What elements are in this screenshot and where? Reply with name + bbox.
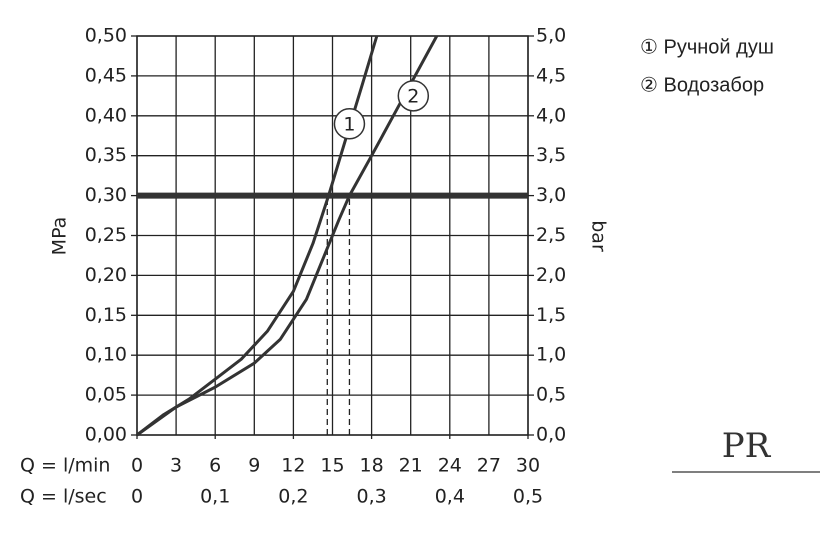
y2-tick-label: 2,0 [536, 264, 566, 286]
y-tick-label: 0,50 [85, 25, 127, 47]
y2-tick-label: 4,5 [536, 64, 566, 86]
x2-tick-label: 0,4 [435, 486, 465, 508]
x-tick-label: 6 [209, 455, 221, 477]
annotation: 1 [343, 113, 355, 135]
y-tick-label: 0,45 [85, 64, 127, 86]
x-tick-label: 15 [320, 455, 344, 477]
x2-tick-label: 0,1 [200, 486, 230, 508]
y-tick-label: 0,05 [85, 384, 127, 406]
x-axis-label: Q = l/min [20, 455, 110, 477]
x-tick-label: 21 [399, 455, 423, 477]
y2-tick-label: 1,0 [536, 344, 566, 366]
y-tick-label: 0,30 [85, 184, 127, 206]
logo: PR [722, 426, 772, 466]
y-tick-label: 0,20 [85, 264, 127, 286]
y2-tick-label: 3,0 [536, 184, 566, 206]
y-tick-label: 0,25 [85, 224, 127, 246]
y-tick-label: 0,00 [85, 424, 127, 446]
plot-frame [136, 35, 529, 436]
y-tick-label: 0,10 [85, 344, 127, 366]
legend-entry: ① Ручной душ [640, 36, 774, 58]
y2-tick-label: 3,5 [536, 144, 566, 166]
y-tick-label: 0,40 [85, 104, 127, 126]
y2-tick-label: 5,0 [536, 25, 566, 47]
y2-tick-label: 2,5 [536, 224, 566, 246]
annotation: 2 [407, 85, 419, 107]
series-line [136, 35, 439, 437]
legend-entry: ② Водозабор [640, 74, 764, 96]
x-tick-label: 18 [360, 455, 384, 477]
x-tick-label: 30 [516, 455, 540, 477]
x-tick-label: 3 [170, 455, 182, 477]
x2-tick-label: 0,2 [278, 486, 308, 508]
x2-tick-label: 0 [131, 486, 143, 508]
y2-axis-label: bar [588, 220, 610, 252]
x2-tick-label: 0,5 [513, 486, 543, 508]
x-tick-label: 12 [281, 455, 305, 477]
y2-tick-label: 0,5 [536, 384, 566, 406]
y-tick-label: 0,15 [85, 304, 127, 326]
y2-tick-label: 1,5 [536, 304, 566, 326]
x-tick-label: 0 [131, 455, 143, 477]
x2-tick-label: 0,3 [356, 486, 386, 508]
x2-axis-label: Q = l/sec [20, 486, 107, 508]
x-tick-label: 9 [248, 455, 260, 477]
x-tick-label: 24 [438, 455, 462, 477]
y-tick-label: 0,35 [85, 144, 127, 166]
y2-tick-label: 4,0 [536, 104, 566, 126]
annotation-circle [397, 80, 430, 112]
x-tick-label: 27 [477, 455, 501, 477]
y2-tick-label: 0,0 [536, 424, 566, 446]
annotation-circle [333, 108, 366, 140]
y-axis-label: MPa [49, 217, 71, 256]
